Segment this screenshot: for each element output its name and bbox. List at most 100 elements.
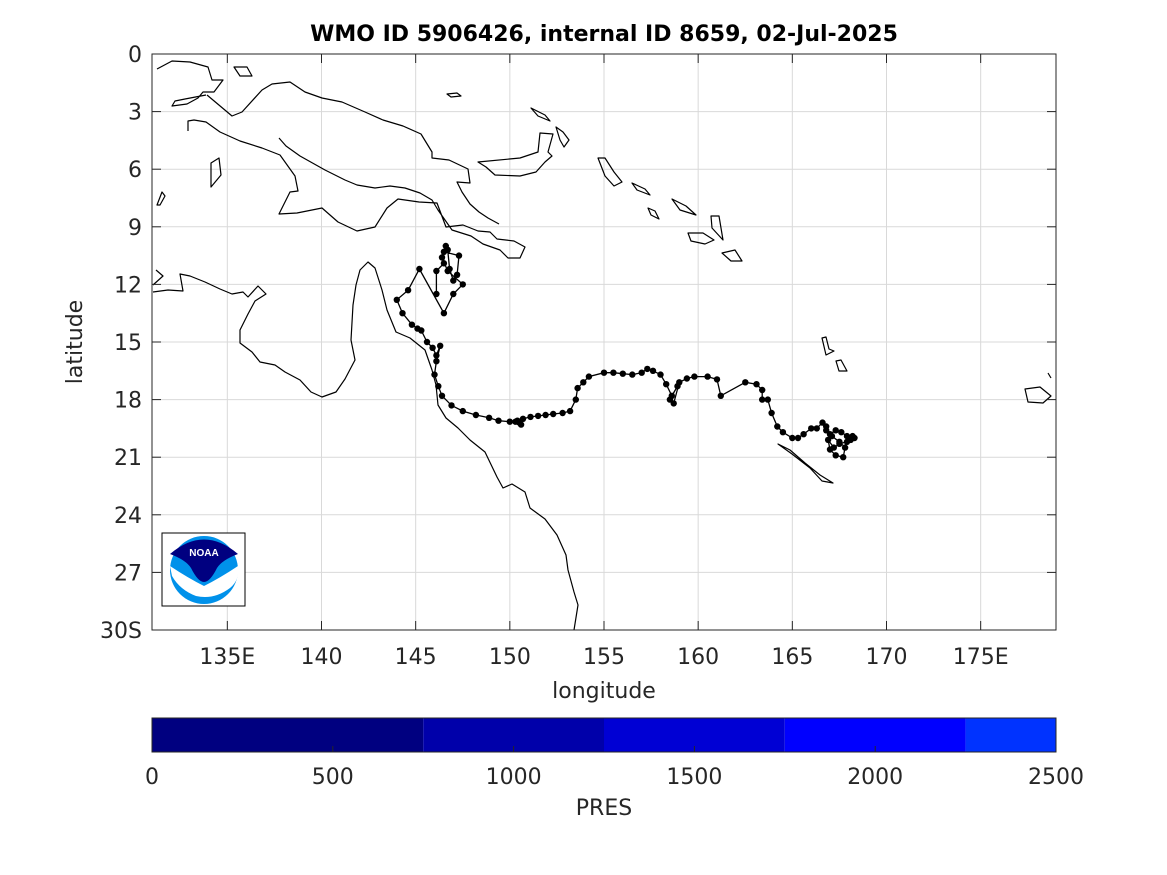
track-point	[527, 413, 534, 421]
x-tick-label: 170	[866, 645, 908, 670]
track-point	[742, 379, 749, 386]
track-point	[542, 411, 549, 419]
track-point	[459, 281, 466, 288]
track-point	[408, 321, 416, 328]
track-point	[399, 310, 406, 317]
track-point	[440, 310, 448, 317]
track-point	[813, 425, 820, 432]
y-tick-label: 0	[128, 43, 142, 68]
track-point	[657, 371, 664, 378]
colorbar-label: PRES	[576, 796, 632, 821]
coastline-fiji	[1024, 386, 1052, 404]
coastline-island-4	[156, 191, 166, 206]
track-point	[840, 454, 847, 461]
track-point	[519, 415, 527, 422]
track-point	[423, 338, 431, 346]
y-tick-label: 12	[114, 273, 142, 298]
coastline-solomon-4	[710, 215, 724, 241]
y-tick-label: 15	[114, 331, 142, 356]
x-tick-label: 150	[489, 645, 531, 670]
track-point	[418, 327, 425, 334]
track-point	[789, 434, 796, 442]
track-point	[559, 409, 566, 417]
coastline-solomon-5	[687, 232, 715, 245]
track-point	[808, 425, 815, 432]
track-point	[455, 252, 463, 259]
track-point	[717, 392, 724, 399]
track-point	[450, 290, 457, 298]
track-point	[435, 383, 442, 390]
x-axis-label: longitude	[552, 679, 656, 704]
track-point	[670, 400, 677, 407]
track-point	[495, 417, 502, 424]
coastline-solomon-6	[721, 249, 743, 262]
x-axis-ticks: 135E 140 145 150 155 160 165 170 175E	[199, 54, 1009, 670]
track-point	[585, 373, 593, 380]
track-point	[440, 260, 448, 267]
track-point	[794, 434, 802, 442]
track-point	[534, 412, 542, 420]
track-point	[779, 429, 787, 436]
track-point	[774, 423, 781, 430]
track-point	[713, 376, 721, 383]
y-tick-label: 27	[114, 561, 142, 586]
track-point	[404, 287, 412, 294]
track-point	[485, 414, 493, 421]
track-point	[437, 342, 444, 349]
coastline-vanuatu-2	[835, 359, 848, 372]
y-axis-label: latitude	[63, 300, 88, 384]
y-tick-label: 6	[128, 158, 142, 183]
colorbar-tick-label: 2500	[1028, 765, 1084, 790]
colorbar-tick-label: 1000	[486, 765, 542, 790]
colorbar-ticks: 0 500 1000 1500 2000 2500	[145, 746, 1084, 790]
track-point	[433, 290, 440, 298]
track-point	[629, 371, 636, 378]
coastline-fiji-2	[1047, 372, 1052, 379]
y-tick-label: 24	[114, 504, 142, 529]
coastline-island-2	[446, 92, 462, 98]
track-point	[676, 379, 683, 386]
colorbar-tick-label: 1500	[666, 765, 722, 790]
noaa-logo-text: NOAA	[189, 548, 218, 559]
track-point	[444, 267, 451, 275]
coastline-island-5	[555, 126, 570, 148]
track-point	[832, 427, 839, 434]
coastline-new-ireland	[530, 107, 551, 122]
track-point	[704, 373, 711, 380]
track-point	[764, 396, 771, 403]
track-point	[450, 277, 457, 284]
track-point	[472, 411, 480, 419]
colorbar-segment	[965, 718, 1056, 752]
track-point	[619, 370, 626, 377]
y-axis-ticks: 0 3 6 9 12 15 18 21 24 27 30S	[100, 43, 1056, 644]
track-point	[826, 446, 834, 453]
track-point	[459, 407, 466, 415]
coastline-australia-west	[152, 261, 579, 631]
coastline-island-1	[233, 66, 253, 77]
track-point	[823, 427, 830, 434]
coastline-new-caledonia	[777, 443, 834, 484]
y-tick-label: 21	[114, 446, 142, 471]
track-point	[832, 452, 839, 459]
track-point	[566, 407, 574, 415]
map-title: WMO ID 5906426, internal ID 8659, 02-Jul…	[310, 22, 898, 47]
track-point	[800, 431, 807, 438]
track-point	[442, 242, 449, 250]
track-point	[433, 358, 440, 365]
track-point	[691, 373, 698, 380]
colorbar-tick-label: 2000	[847, 765, 903, 790]
track-point	[438, 392, 446, 399]
coastline-solomon-3	[671, 198, 697, 216]
coastline-solomon-1	[631, 182, 651, 196]
coastline-new-britain	[477, 132, 554, 177]
track-point	[393, 296, 400, 303]
track-point	[448, 402, 455, 409]
x-tick-label: 165	[771, 645, 813, 670]
track-point	[753, 381, 760, 388]
track-point	[663, 381, 670, 388]
track-point	[580, 379, 587, 386]
track-point	[683, 375, 691, 382]
track-point	[433, 267, 440, 275]
coastline-new-guinea-north	[156, 60, 224, 107]
coastlines	[152, 60, 1052, 631]
